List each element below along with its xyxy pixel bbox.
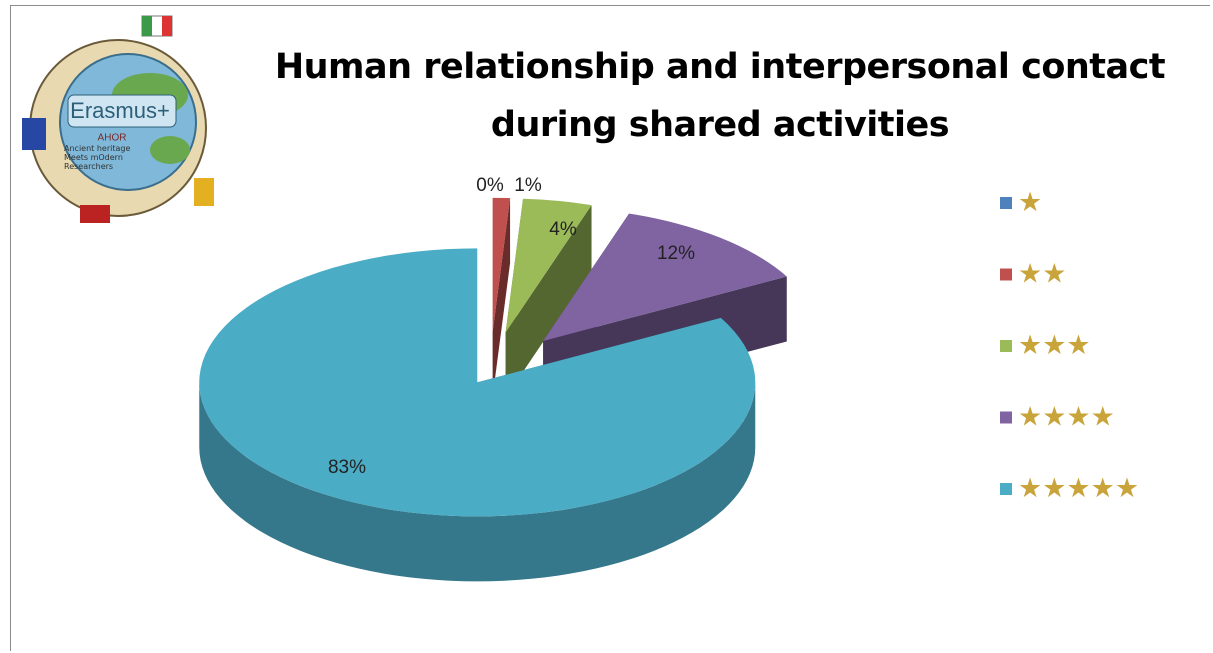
legend-label: ★★★ [1018,330,1091,360]
data-label: 1% [514,175,542,196]
slice-edge [492,198,511,397]
logo-flag [162,16,172,36]
slice [543,213,787,342]
logo-land [150,136,190,164]
legend-swatch [1000,483,1012,495]
pie-tops [199,197,787,517]
logo-subtitle: AHOR [98,133,127,144]
chart-title: Human relationship and interpersonal con… [274,47,1166,145]
logo-flag [194,178,214,206]
logo-flag [80,205,110,223]
legend-label: ★★★★★ [1018,473,1139,503]
logo-title: Erasmus+ [70,98,170,123]
logo: Erasmus+ AHOR Ancient heritage Meets mOd… [22,15,214,223]
legend-swatch [1000,268,1012,281]
legend-label: ★★★★ [1018,402,1115,432]
legend-swatch [1000,340,1012,352]
logo-flag [142,16,152,36]
data-label: 83% [328,457,366,478]
chart-frame [10,5,1210,651]
legend-label: ★ [1018,187,1042,217]
legend-swatch [1000,411,1012,424]
logo-caption-box: Ancient heritage Meets mOdern Researcher… [64,144,131,171]
data-label: 0% [476,175,504,196]
slice [505,198,592,333]
data-label: 12% [657,243,695,264]
slice [492,197,511,332]
logo-flag [22,118,46,150]
pie-walls [199,382,756,582]
logo-caption: Ancient heritage Meets mOdern Researcher… [64,144,131,171]
slice-wall [199,382,756,582]
legend-swatch [1000,197,1012,209]
slice [199,248,756,517]
logo-badge [67,94,177,128]
slice-edge [505,205,592,398]
data-label: 4% [549,219,577,240]
legend-label: ★★ [1018,259,1066,289]
